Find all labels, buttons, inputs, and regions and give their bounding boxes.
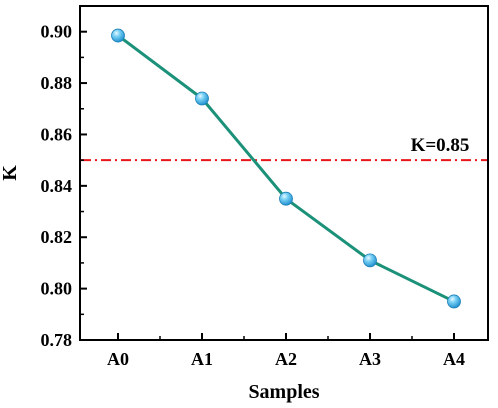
y-tick-label: 0.90 [41, 22, 73, 42]
data-point [279, 191, 293, 206]
y-tick-label: 0.88 [41, 73, 73, 93]
series-line [117, 34, 455, 303]
data-point [195, 91, 209, 106]
y-tick-label: 0.80 [41, 279, 73, 299]
ticks-group: 0.78 0.80 0.82 0.84 0.86 0.88 0.90 A0 A1 A2 A3 A4 [41, 22, 466, 369]
x-tick-label: A1 [191, 349, 213, 369]
y-tick-label: 0.78 [41, 330, 73, 350]
data-point [363, 253, 377, 268]
reference-line-label: K=0.85 [411, 135, 470, 156]
x-tick-label: A3 [359, 349, 381, 369]
x-tick-label: A0 [107, 349, 129, 369]
x-axis-title: Samples [248, 381, 319, 403]
y-tick-label: 0.84 [41, 176, 73, 196]
plot-frame [79, 5, 489, 341]
x-tick-label: A2 [275, 349, 297, 369]
series-group [111, 28, 461, 309]
y-axis-title: K [0, 165, 21, 181]
x-tick-label: A4 [443, 349, 465, 369]
data-point [111, 28, 125, 43]
plot-border [79, 5, 489, 341]
y-tick-label: 0.86 [41, 124, 73, 144]
data-point [447, 294, 461, 309]
y-tick-label: 0.82 [41, 227, 73, 247]
